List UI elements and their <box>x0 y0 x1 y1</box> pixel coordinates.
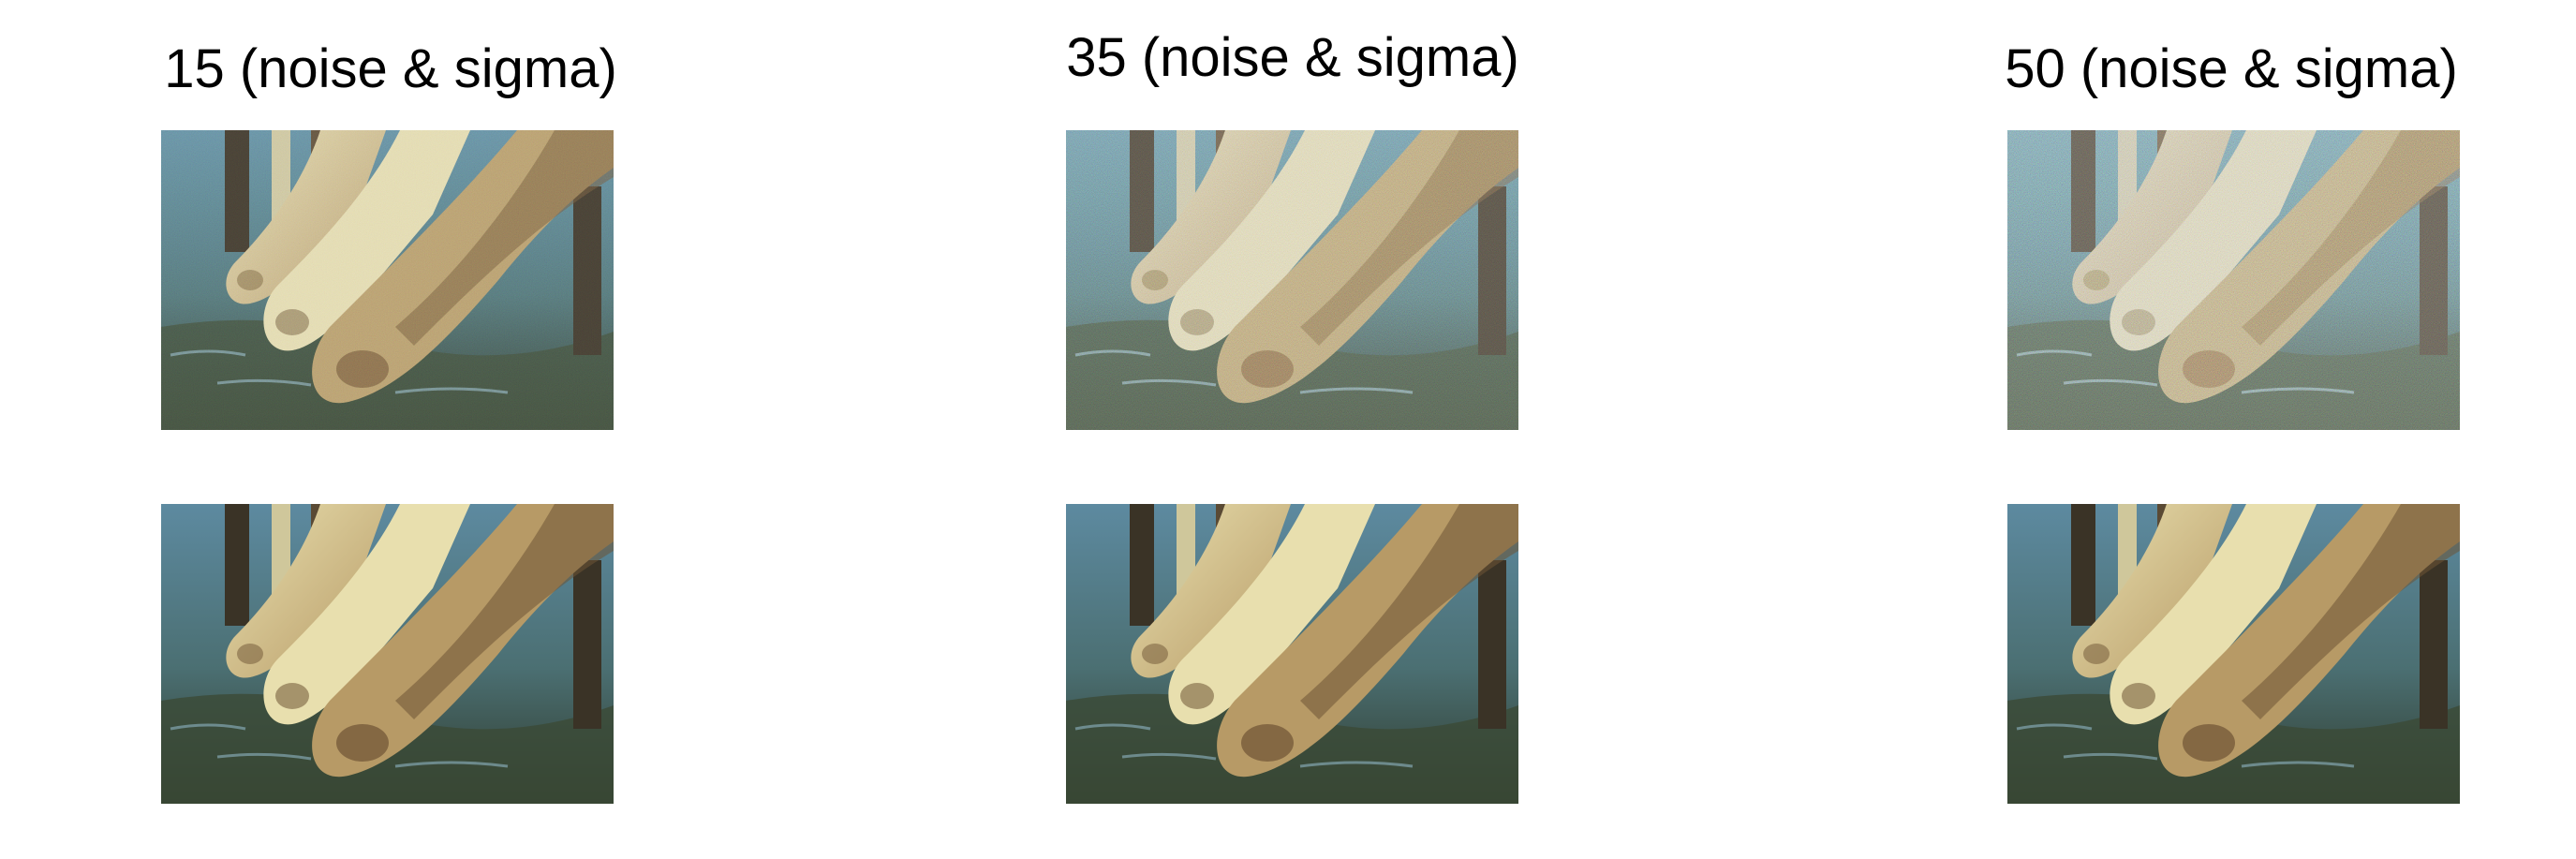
denoised-image-sigma-15 <box>161 504 614 804</box>
noisy-image-sigma-15 <box>161 130 614 430</box>
denoised-image-sigma-50 <box>2007 504 2460 804</box>
panel-title-15: 15 (noise & sigma) <box>164 38 617 99</box>
denoised-image-sigma-35 <box>1066 504 1518 804</box>
panel-title-35: 35 (noise & sigma) <box>1066 27 1519 88</box>
noisy-image-sigma-50 <box>2007 130 2460 430</box>
panel-title-50: 50 (noise & sigma) <box>2005 38 2458 99</box>
noisy-image-sigma-35 <box>1066 130 1518 430</box>
